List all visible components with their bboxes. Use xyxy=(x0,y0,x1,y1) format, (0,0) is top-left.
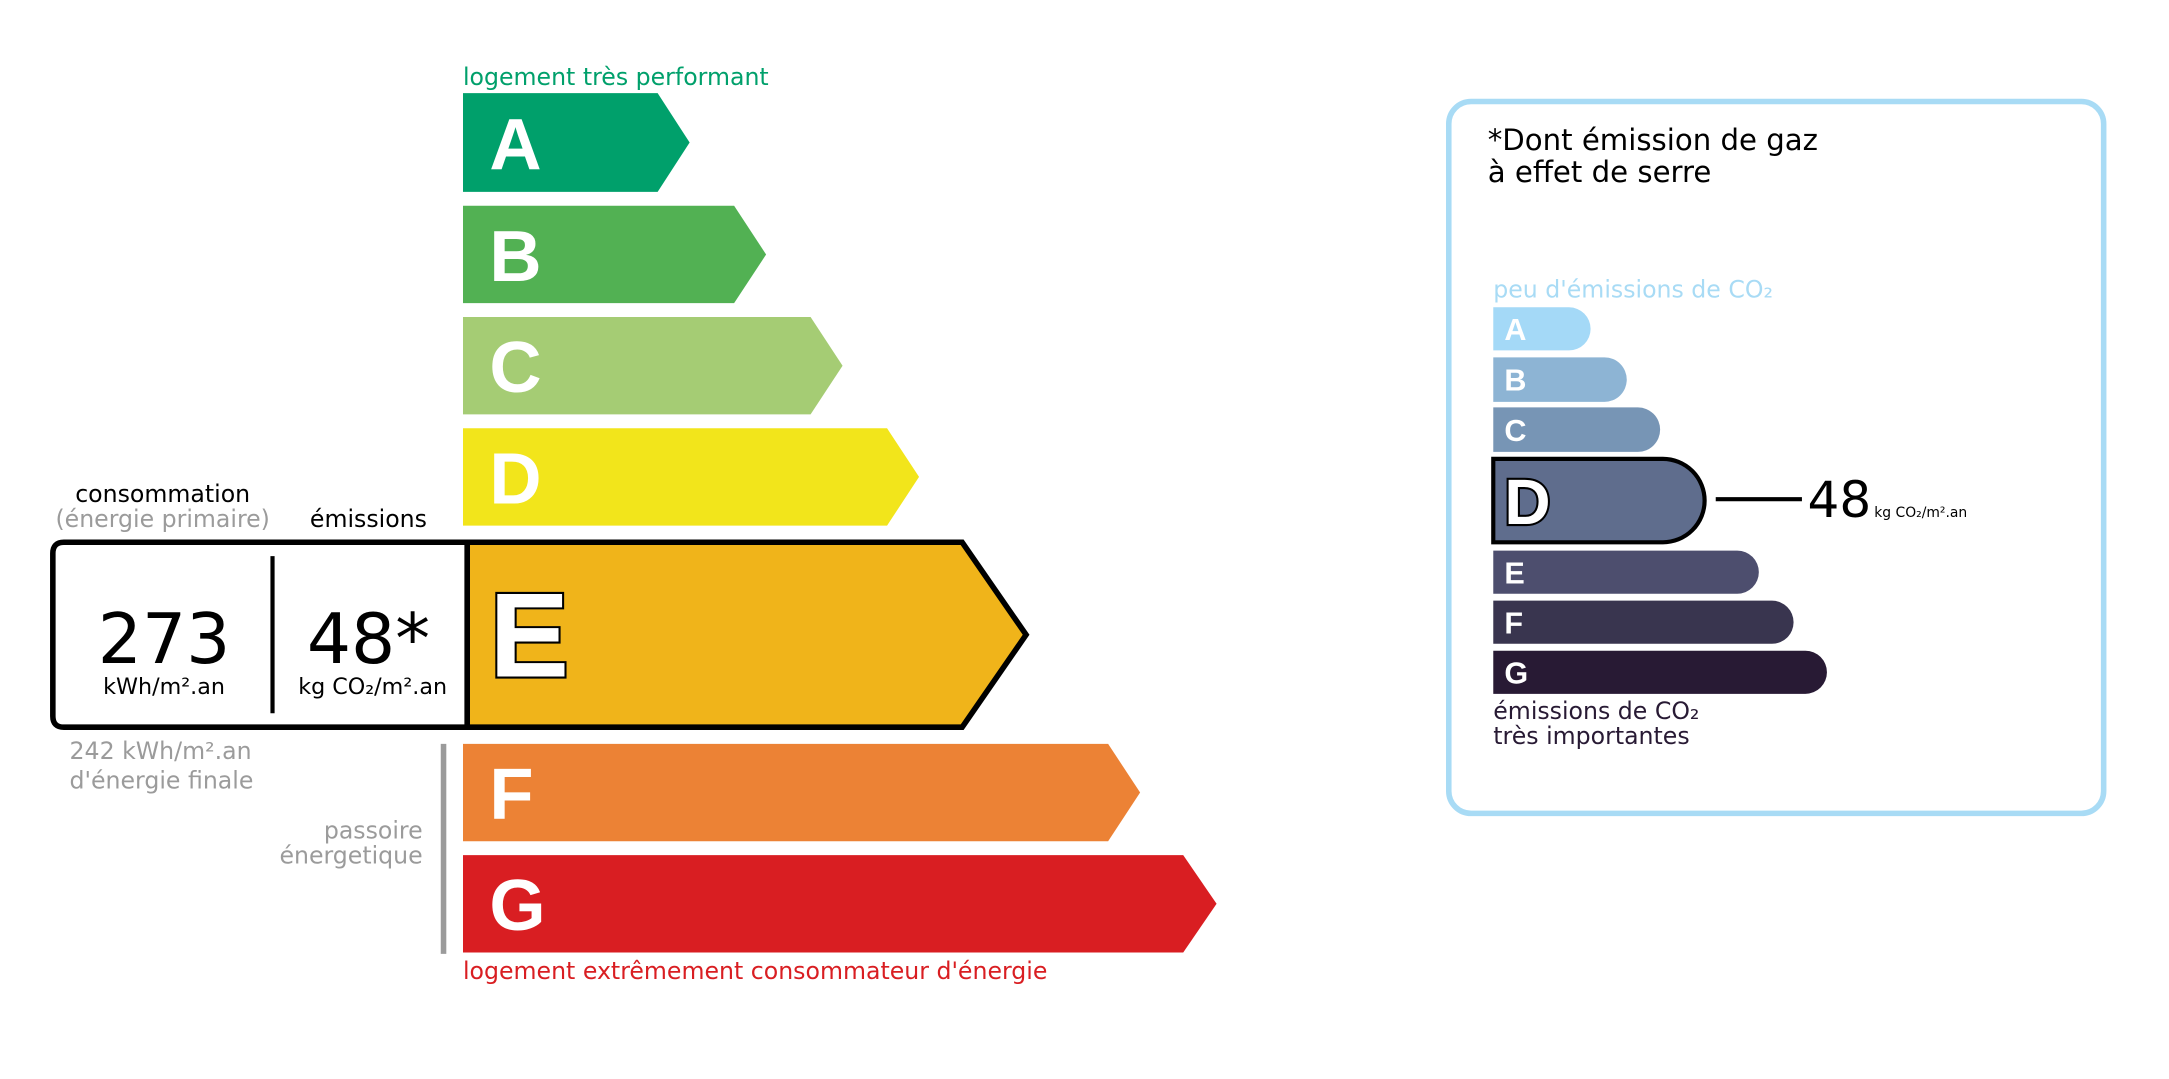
energy-class-a: A xyxy=(462,93,690,192)
passoire-label-1: passoire xyxy=(324,816,423,844)
consumption-label: consommation xyxy=(75,480,250,508)
energy-letter-g: G xyxy=(489,866,545,946)
ges-bottom-label-2: très importantes xyxy=(1493,722,1689,750)
energy-letter-f: F xyxy=(489,755,533,835)
value-box xyxy=(50,539,470,730)
energy-class-d: D xyxy=(462,428,920,526)
ges-bottom-label-1: émissions de CO₂ xyxy=(1493,697,1699,725)
energy-bar-c xyxy=(462,317,843,415)
emissions-label: émissions xyxy=(310,505,427,533)
ges-bar-c xyxy=(1493,407,1661,452)
ges-class-c: C xyxy=(1493,407,1661,452)
ges-bar-b xyxy=(1493,357,1627,402)
ges-letter-b: B xyxy=(1504,364,1526,398)
energy-letter-d: D xyxy=(489,439,541,519)
ges-letter-c: C xyxy=(1504,414,1526,448)
ges-letter-e: E xyxy=(1504,556,1524,590)
ges-letter-f: F xyxy=(1504,606,1523,640)
consumption-unit: kWh/m².an xyxy=(103,674,225,700)
ges-letter-d: D xyxy=(1504,466,1550,538)
passoire-label-2: énergetique xyxy=(279,841,422,869)
energy-bottom-label: logement extrêmement consommateur d'éner… xyxy=(463,957,1047,985)
ges-class-a: A xyxy=(1493,307,1591,351)
ges-bar-d xyxy=(1491,456,1707,545)
energy-bar-g xyxy=(462,855,1217,953)
ges-bar-g xyxy=(1493,650,1827,694)
ges-title-1: *Dont émission de gaz xyxy=(1488,123,1818,157)
energy-letter-b: B xyxy=(489,217,541,297)
energy-bar-a xyxy=(462,93,690,192)
consumption-value: 273 xyxy=(98,599,231,680)
ges-class-e: E xyxy=(1493,550,1759,594)
energy-bar-f xyxy=(462,743,1141,842)
emissions-value: 48* xyxy=(307,599,430,680)
energy-class-c: C xyxy=(462,317,843,415)
ges-bar-f xyxy=(1493,600,1794,644)
ges-class-g: G xyxy=(1493,650,1827,694)
energy-class-b: B xyxy=(462,205,767,304)
energy-class-g: G xyxy=(462,855,1217,953)
energy-class-f: F xyxy=(462,743,1141,842)
final-energy-value: 242 kWh/m².an xyxy=(70,737,252,765)
ges-top-label: peu d'émissions de CO₂ xyxy=(1493,276,1773,304)
ges-class-d: D xyxy=(1491,456,1707,545)
ges-letter-g: G xyxy=(1504,656,1528,690)
energy-class-e: E xyxy=(464,539,1030,730)
ges-class-b: B xyxy=(1493,357,1627,402)
ges-class-f: F xyxy=(1493,600,1794,644)
ges-bar-e xyxy=(1493,550,1759,594)
ges-unit: kg CO₂/m².an xyxy=(1874,505,1967,521)
ges-value: 48 xyxy=(1808,471,1872,529)
energy-letter-a: A xyxy=(489,105,541,185)
energy-letter-e: E xyxy=(489,569,569,702)
energy-letter-c: C xyxy=(489,328,541,408)
ges-bar-a xyxy=(1493,307,1591,351)
final-energy-label: d'énergie finale xyxy=(70,766,254,794)
ges-title-2: à effet de serre xyxy=(1488,155,1712,189)
energy-top-label: logement très performant xyxy=(463,63,769,91)
consumption-sublabel: (énergie primaire) xyxy=(55,505,269,533)
ges-letter-a: A xyxy=(1504,313,1526,347)
energy-bar-d xyxy=(462,428,920,526)
emissions-unit: kg CO₂/m².an xyxy=(298,674,447,700)
energy-bar-b xyxy=(462,205,767,304)
